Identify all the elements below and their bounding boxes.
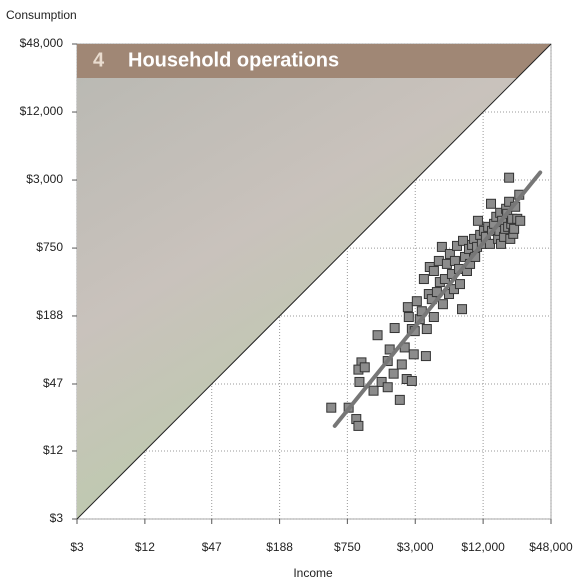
y-tick-label: $3 <box>50 511 64 525</box>
y-tick-label: $188 <box>36 308 63 322</box>
point <box>421 324 432 335</box>
point <box>454 279 465 290</box>
point <box>353 420 364 431</box>
x-tick-label: $3,000 <box>397 540 434 554</box>
point <box>509 223 520 234</box>
point <box>472 215 483 226</box>
point <box>436 241 447 252</box>
y-tick-label: $48,000 <box>20 36 64 50</box>
point <box>504 196 515 207</box>
point <box>448 284 459 295</box>
point <box>408 349 419 360</box>
y-tick-label: $47 <box>43 376 63 390</box>
x-tick-label: $750 <box>334 540 361 554</box>
point <box>368 385 379 396</box>
point <box>376 376 387 387</box>
point <box>394 394 405 405</box>
title-bar <box>77 44 551 78</box>
y-tick-label: $750 <box>36 240 63 254</box>
point <box>396 359 407 370</box>
point <box>388 368 399 379</box>
point <box>420 351 431 362</box>
y-tick-label: $12,000 <box>20 104 64 118</box>
point <box>504 172 515 183</box>
point <box>402 302 413 313</box>
point <box>389 323 400 334</box>
point <box>354 376 365 387</box>
y-axis-label: Consumption <box>6 8 77 22</box>
point <box>372 330 383 341</box>
diagonal <box>76 43 552 520</box>
point <box>326 402 337 413</box>
point <box>403 312 414 323</box>
point <box>411 296 422 307</box>
point <box>444 248 455 259</box>
point <box>359 362 370 373</box>
point <box>515 215 526 226</box>
point <box>437 299 448 310</box>
point <box>406 375 417 386</box>
chart-number: 4 <box>93 49 105 71</box>
point <box>486 198 497 209</box>
y-tick-label: $3,000 <box>26 172 63 186</box>
x-axis-label: Income <box>293 566 333 580</box>
point <box>428 312 439 323</box>
point <box>457 304 468 315</box>
x-tick-label: $12,000 <box>461 540 505 554</box>
x-tick-label: $188 <box>266 540 293 554</box>
x-tick-label: $47 <box>202 540 222 554</box>
point <box>418 274 429 285</box>
point <box>452 240 463 251</box>
x-tick-label: $3 <box>70 540 84 554</box>
point <box>382 382 393 393</box>
point <box>439 274 450 285</box>
x-tick-label: $48,000 <box>529 540 573 554</box>
point <box>428 266 439 277</box>
trend-line <box>332 170 543 428</box>
chart-title: Household operations <box>128 49 339 71</box>
x-tick-label: $12 <box>135 540 155 554</box>
y-tick-label: $12 <box>43 443 63 457</box>
